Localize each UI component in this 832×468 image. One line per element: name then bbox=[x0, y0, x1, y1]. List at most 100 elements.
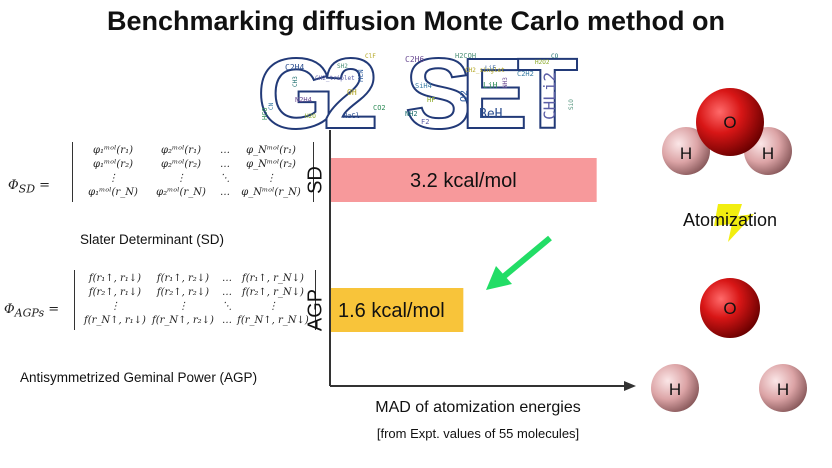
agp-caption: Antisymmetrized Geminal Power (AGP) bbox=[20, 370, 258, 385]
logo-letter: 2 bbox=[323, 40, 379, 132]
mad-bar-chart: 3.2 kcal/mol SD 1.6 kcal/mol AGP MAD of atom… bbox=[304, 130, 636, 441]
sd-matrix-cell: φ₁ᵐᵒˡ(r₁) bbox=[92, 145, 133, 156]
logo-molecule-word: H2O2 bbox=[535, 59, 550, 66]
logo-molecule-word: H2COH bbox=[455, 52, 476, 60]
agp-wavefunction-symbol: ΦAGPs = bbox=[4, 302, 60, 320]
bar-agp bbox=[331, 288, 464, 332]
agp-matrix: f(r₁↑, r₁↓) f(r₁↑, r₂↓) … f(r₁↑, r_N↓) f(r₂↑… bbox=[74, 270, 316, 330]
sd-matrix-cell: φ₂ᵐᵒˡ(r₂) bbox=[160, 159, 201, 170]
logo-molecule-word: HF bbox=[427, 96, 435, 104]
hydrogen-label-left-bound: H bbox=[680, 144, 692, 163]
category-label-agp: AGP bbox=[304, 289, 326, 331]
agp-matrix-cell: f(r₁↑, r_N↓) bbox=[242, 273, 304, 284]
sd-matrix-cell: … bbox=[220, 187, 230, 198]
atomization-label: Atomization bbox=[683, 210, 777, 230]
logo-molecule-word: NH2 bbox=[405, 110, 418, 118]
logo-molecule-word: CN bbox=[268, 102, 275, 110]
agp-matrix-row: f(r₁↑, r₁↓) f(r₁↑, r₂↓) … f(r₁↑, r_N↓) bbox=[81, 272, 309, 286]
agp-matrix-row: ⋮ ⋮ ⋱ ⋮ bbox=[81, 300, 309, 314]
sd-matrix-cell: φ_Nᵐᵒˡ(r₂) bbox=[246, 159, 296, 170]
agp-matrix-row: f(r_N↑, r₁↓) f(r_N↑, r₂↓) … f(r_N↑, r_N↓) bbox=[81, 314, 309, 328]
agp-matrix-cell: … bbox=[222, 273, 232, 284]
sd-matrix-cell: φ₂ᵐᵒˡ(r_N) bbox=[156, 187, 206, 198]
agp-matrix-cell: f(r_N↑, r₂↓) bbox=[152, 315, 214, 326]
logo-molecule-word: ClF bbox=[365, 53, 376, 60]
atomization-panel: O H H Atomization O H H bbox=[651, 88, 807, 412]
hydrogen-atom-right-free bbox=[759, 364, 807, 412]
agp-matrix-cell: … bbox=[222, 287, 232, 298]
logo-molecule-word: LiF bbox=[485, 65, 496, 72]
sd-matrix-cell: ⋮ bbox=[108, 173, 118, 184]
logo-molecule-word: C2H4 bbox=[285, 63, 304, 72]
bar-sd bbox=[331, 158, 597, 202]
logo-molecule-word: HCN bbox=[357, 69, 365, 82]
logo-molecule-word: LiH bbox=[483, 81, 498, 90]
logo-molecule-word: HCO bbox=[261, 107, 269, 120]
logo-molecule-word: SiH4 bbox=[415, 82, 432, 90]
sd-matrix-cell: … bbox=[220, 145, 230, 156]
sd-wavefunction-symbol: ΦSD = bbox=[8, 178, 51, 196]
agp-matrix-cell: f(r₁↑, r₁↓) bbox=[88, 273, 142, 284]
logo-molecule-word: C2H6 bbox=[405, 55, 424, 64]
title: Benchmarking diffusion Monte Carlo metho… bbox=[106, 6, 725, 36]
logo-letter: S bbox=[405, 40, 472, 132]
hydrogen-label-right-bound: H bbox=[762, 144, 774, 163]
agp-matrix-cell: ⋮ bbox=[178, 301, 188, 312]
logo-molecule-word: H2O bbox=[305, 113, 316, 120]
sd-matrix-cell: φ₁ᵐᵒˡ(r_N) bbox=[88, 187, 138, 198]
sd-matrix-cell: φ₁ᵐᵒˡ(r₂) bbox=[92, 159, 133, 170]
logo-molecule-word: O2 bbox=[459, 90, 470, 102]
logo-molecule-word: F2 bbox=[421, 118, 429, 126]
logo-molecule-word: NaCl bbox=[343, 112, 360, 120]
sd-matrix-cell: ⋱ bbox=[220, 173, 230, 184]
sd-matrix-cell: φ₂ᵐᵒˡ(r₁) bbox=[160, 145, 201, 156]
logo-molecule-word: CO bbox=[551, 53, 559, 60]
lightning-bolt-icon bbox=[714, 204, 754, 242]
category-label-sd: SD bbox=[304, 166, 326, 194]
sd-matrix-row: ⋮ ⋮ ⋱ ⋮ bbox=[79, 172, 307, 186]
hydrogen-atom-left-free bbox=[651, 364, 699, 412]
agp-matrix-cell: … bbox=[222, 315, 232, 326]
sd-caption: Slater Determinant (SD) bbox=[80, 232, 225, 247]
agp-matrix-cell: f(r₁↑, r₂↓) bbox=[156, 273, 210, 284]
agp-matrix-row: f(r₂↑, r₁↓) f(r₂↑, r₂↓) … f(r₂↑, r_N↓) bbox=[81, 286, 309, 300]
oxygen-label-free: O bbox=[723, 299, 736, 318]
sd-matrix-cell: φ_Nᵐᵒˡ(r_N) bbox=[241, 187, 301, 198]
oxygen-atom-free bbox=[700, 278, 760, 338]
sd-matrix-cell: … bbox=[220, 159, 230, 170]
logo-molecule-word: SH2 bbox=[337, 63, 348, 70]
logo-molecule-word: NH3 bbox=[502, 77, 509, 88]
agp-matrix-cell: ⋮ bbox=[110, 301, 120, 312]
logo-molecule-word: CO2 bbox=[373, 104, 386, 112]
agp-matrix-cell: f(r_N↑, r₁↓) bbox=[84, 315, 146, 326]
agp-matrix-cell: f(r_N↑, r_N↓) bbox=[237, 315, 309, 326]
improvement-arrowhead bbox=[486, 266, 512, 290]
agp-matrix-cell: ⋱ bbox=[222, 301, 232, 312]
x-axis-label: MAD of atomization energies bbox=[375, 399, 580, 416]
oxygen-atom-bound bbox=[696, 88, 764, 156]
sd-matrix-cell: φ_Nᵐᵒˡ(r₁) bbox=[246, 145, 296, 156]
logo-molecule-word: CH3 bbox=[292, 76, 299, 87]
agp-matrix-cell: ⋮ bbox=[268, 301, 278, 312]
logo-molecule-word: CHLi2 bbox=[540, 72, 559, 120]
hydrogen-atom-left-bound bbox=[662, 127, 710, 175]
bar-data-label-sd: 3.2 kcal/mol bbox=[410, 170, 517, 192]
oxygen-label-bound: O bbox=[723, 113, 736, 132]
sd-matrix-cell: ⋮ bbox=[176, 173, 186, 184]
logo-letter: T bbox=[517, 40, 578, 132]
hydrogen-label-left-free: H bbox=[669, 380, 681, 399]
bar-data-label-agp: 1.6 kcal/mol bbox=[338, 300, 445, 322]
sd-matrix: φ₁ᵐᵒˡ(r₁) φ₂ᵐᵒˡ(r₁) … φ_Nᵐᵒˡ(r₁) φ₁ᵐᵒˡ(r₂) φ₂… bbox=[72, 142, 314, 202]
g2set-logo: G2 SET C2H4 HCO N2H4 CN H2O CH3 CH2_triplet SH2 O… bbox=[256, 40, 579, 132]
agp-matrix-cell: f(r₂↑, r_N↓) bbox=[242, 287, 304, 298]
logo-molecule-word: C2H2 bbox=[517, 70, 534, 78]
agp-matrix-cell: f(r₂↑, r₂↓) bbox=[156, 287, 210, 298]
agp-matrix-cell: f(r₂↑, r₁↓) bbox=[88, 287, 142, 298]
logo-molecule-word: N2H4 bbox=[295, 96, 312, 104]
x-axis-sublabel: [from Expt. values of 55 molecules] bbox=[377, 426, 579, 441]
logo-letter: E bbox=[461, 40, 528, 132]
sd-matrix-row: φ₁ᵐᵒˡ(r_N) φ₂ᵐᵒˡ(r_N) … φ_Nᵐᵒˡ(r_N) bbox=[79, 186, 307, 200]
hydrogen-label-right-free: H bbox=[777, 380, 789, 399]
logo-letter: G bbox=[257, 40, 335, 132]
logo-molecule-word: BeH bbox=[479, 107, 502, 122]
